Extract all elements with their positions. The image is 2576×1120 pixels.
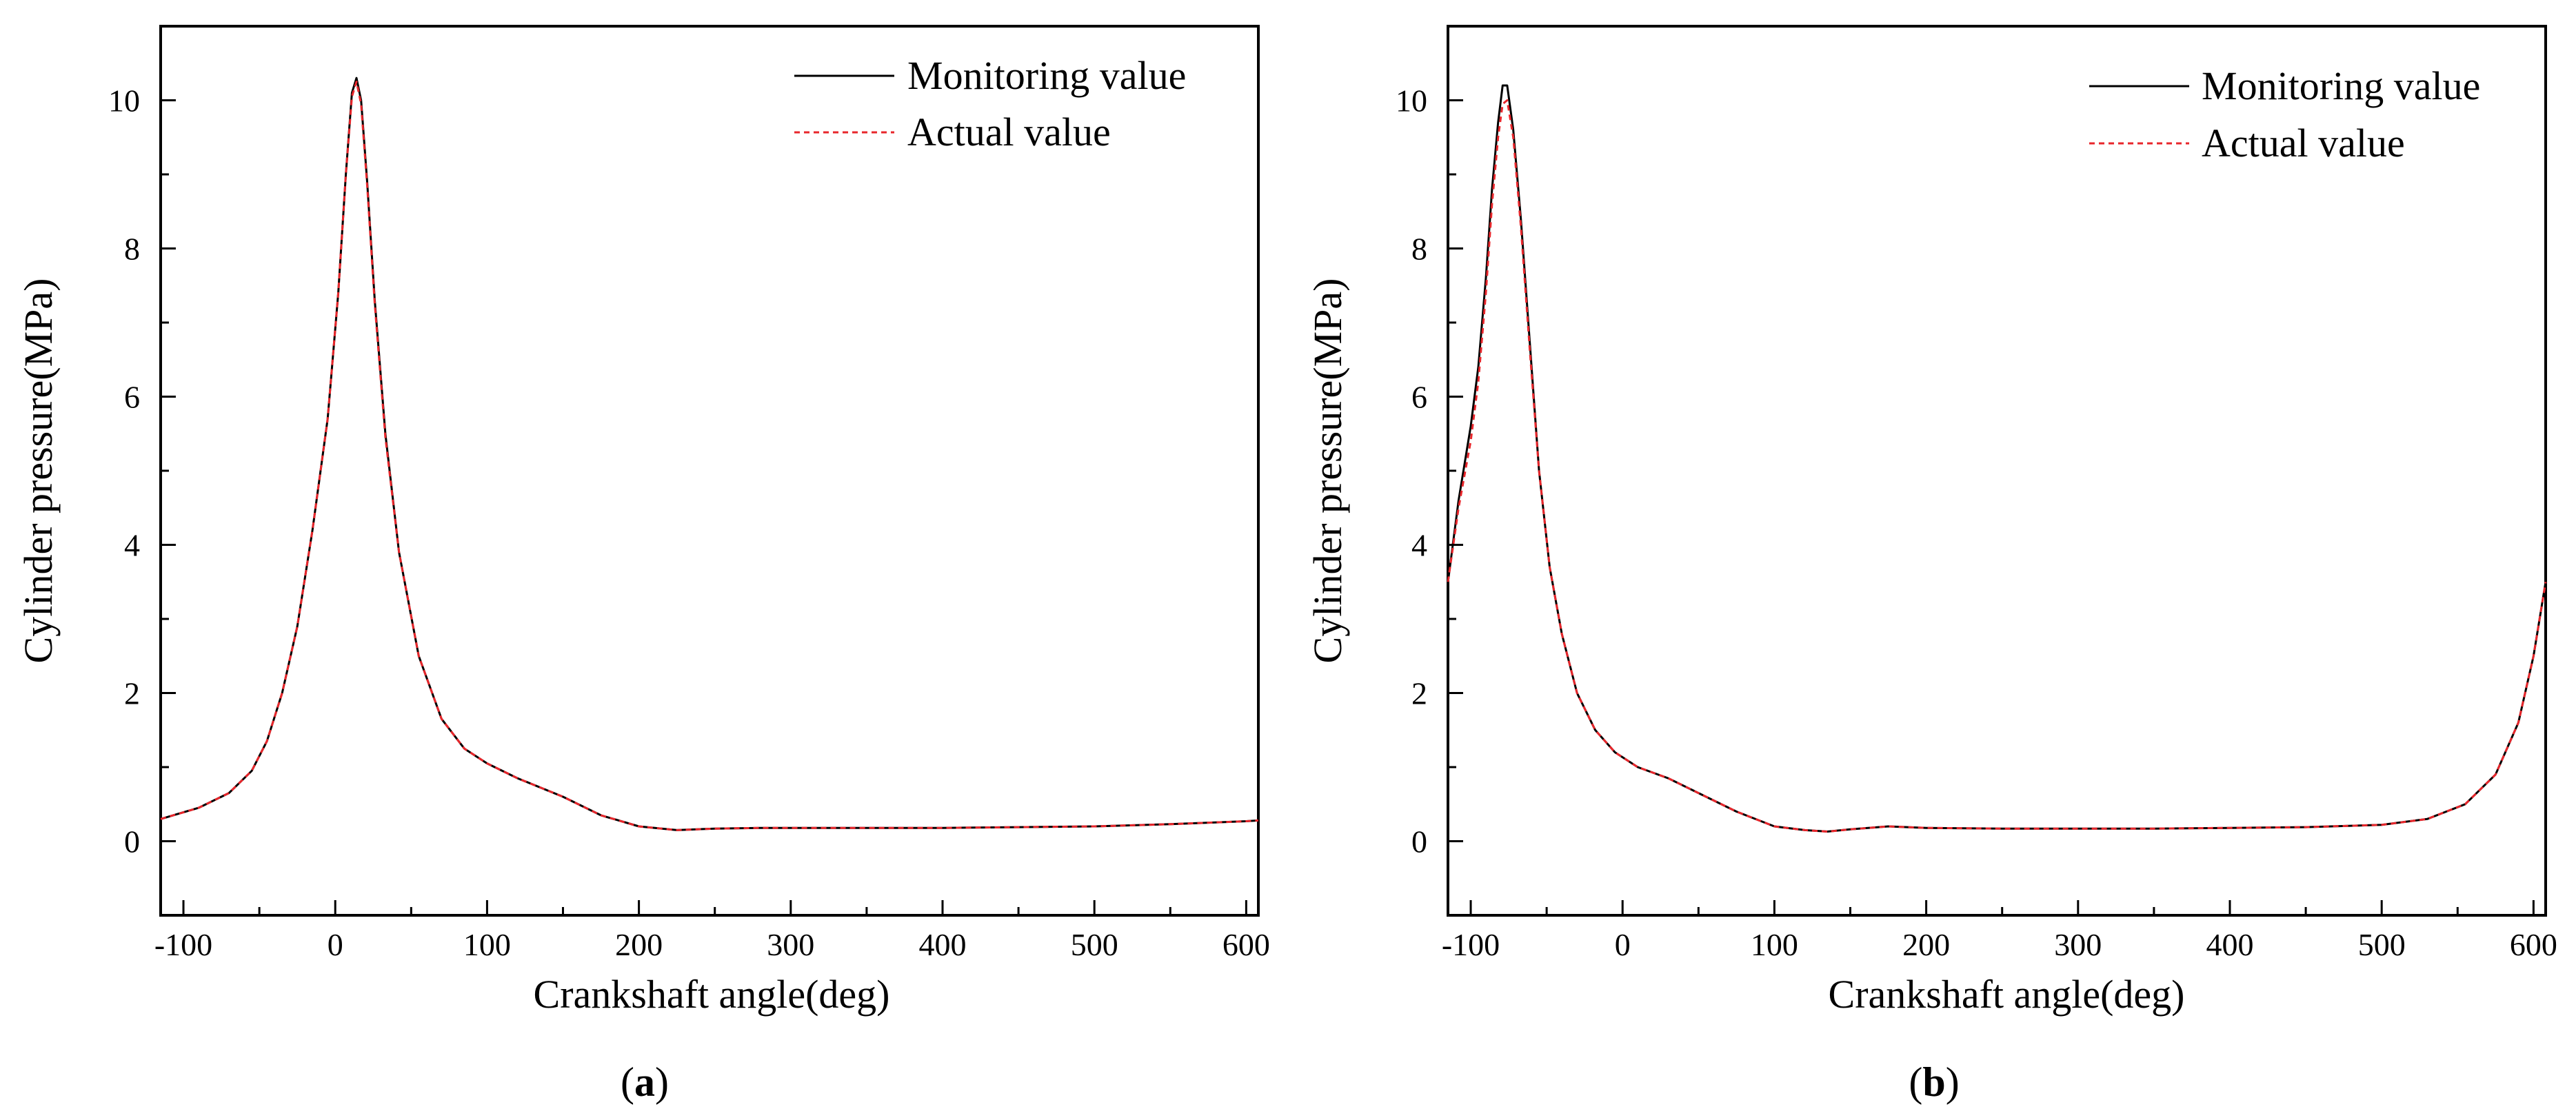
x-axis-title: Crankshaft angle(deg) [534,972,890,1017]
x-tick-label: 100 [463,927,511,962]
y-axis-title: Cylinder pressure(MPa) [1305,278,1350,664]
y-tick-label: 10 [108,83,140,119]
x-tick-label: 200 [1902,927,1950,962]
x-tick-label: 200 [615,927,663,962]
legend-label-monitoring: Monitoring value [907,53,1186,98]
series-line-monitoring [160,77,1259,831]
y-tick-label: 8 [1411,232,1427,267]
panel-label-a: (a) [621,1059,669,1105]
series-line-monitoring [1447,84,2547,833]
series-line-actual [1447,99,2547,833]
y-axis-ticks: 0 2 4 6 8 10 [108,83,176,859]
x-tick-label: 100 [1751,927,1798,962]
y-tick-label: 6 [124,380,140,415]
panel-a: -100 0 100 200 300 400 500 600 0 2 4 6 8 10 Monitori… [16,25,1270,1105]
x-tick-label: 500 [2358,927,2406,962]
x-tick-label: 0 [1615,927,1631,962]
x-tick-label: 400 [918,927,966,962]
series-line-actual [160,81,1259,831]
x-tick-label: -100 [154,927,212,962]
y-tick-label: 6 [1411,380,1427,415]
y-tick-label: 8 [124,232,140,267]
legend: Monitoring value Actual value [794,53,1186,154]
y-tick-label: 2 [1411,676,1427,711]
x-tick-label: 500 [1071,927,1118,962]
y-tick-label: 10 [1396,83,1427,119]
plot-frame [159,25,1260,917]
y-tick-label: 4 [124,528,140,563]
y-tick-label: 0 [124,824,140,859]
legend-label-monitoring: Monitoring value [2202,63,2480,108]
series-lines [160,77,1259,831]
x-tick-label: 400 [2206,927,2253,962]
x-axis-ticks: -100 0 100 200 300 400 500 600 [1442,900,2557,962]
y-tick-label: 2 [124,676,140,711]
x-tick-label: 300 [2054,927,2102,962]
y-tick-label: 4 [1411,528,1427,563]
y-axis-title: Cylinder pressure(MPa) [16,278,61,664]
legend-label-actual: Actual value [907,110,1111,154]
panel-b: -100 0 100 200 300 400 500 600 0 2 4 6 8 10 Monitori… [1305,25,2557,1105]
series-lines [1447,84,2547,833]
x-tick-label: 0 [328,927,343,962]
panel-label-b: (b) [1909,1059,1959,1105]
x-tick-label: 300 [767,927,814,962]
y-tick-label: 0 [1411,824,1427,859]
y-axis-ticks: 0 2 4 6 8 10 [1396,83,1463,859]
x-tick-label: -100 [1442,927,1500,962]
legend: Monitoring value Actual value [2089,63,2480,165]
x-axis-title: Crankshaft angle(deg) [1829,972,2185,1017]
legend-label-actual: Actual value [2202,121,2405,165]
x-tick-label: 600 [1222,927,1270,962]
x-tick-label: 600 [2510,927,2557,962]
x-axis-ticks: -100 0 100 200 300 400 500 600 [154,900,1270,962]
